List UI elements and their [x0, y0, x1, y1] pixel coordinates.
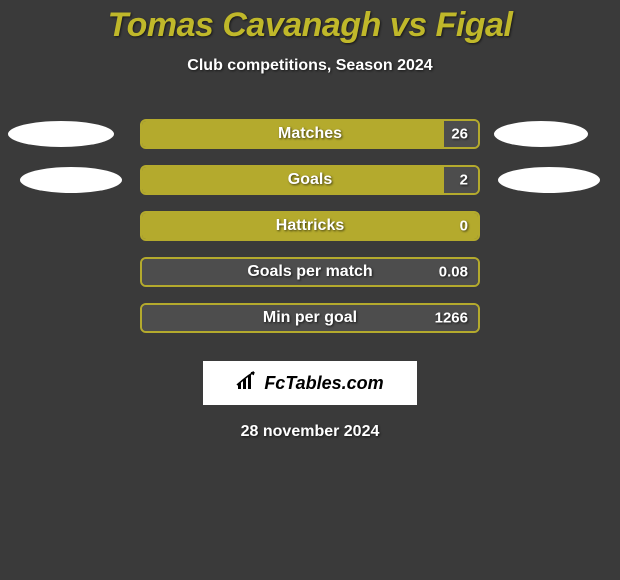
bar-track: Min per goal 1266 [140, 303, 480, 333]
subtitle: Club competitions, Season 2024 [0, 57, 620, 75]
stat-row: Goals per match 0.08 [0, 249, 620, 295]
bar-track: Matches 26 [140, 119, 480, 149]
stat-row: Min per goal 1266 [0, 295, 620, 341]
bar-track: Goals 2 [140, 165, 480, 195]
bar-value-right: 26 [451, 126, 468, 143]
bar-label: Goals [288, 171, 332, 189]
decorative-ellipse [20, 167, 122, 193]
bar-track: Goals per match 0.08 [140, 257, 480, 287]
bar-value-right: 1266 [435, 310, 468, 327]
bar-label: Hattricks [276, 217, 344, 235]
stat-row: Hattricks 0 [0, 203, 620, 249]
date-line: 28 november 2024 [0, 423, 620, 441]
page-title: Tomas Cavanagh vs Figal [0, 0, 620, 45]
bar-value-right: 0 [460, 218, 468, 235]
decorative-ellipse [498, 167, 600, 193]
bar-track: Hattricks 0 [140, 211, 480, 241]
bar-label: Min per goal [263, 309, 357, 327]
bar-value-right: 0.08 [439, 264, 468, 281]
bar-label: Matches [278, 125, 342, 143]
stat-rows: Matches 26 Goals 2 Hattricks 0 Goals per match… [0, 111, 620, 341]
brand-logo-text: FcTables.com [264, 373, 383, 394]
decorative-ellipse [494, 121, 588, 147]
chart-icon [236, 371, 258, 396]
bar-label: Goals per match [247, 263, 372, 281]
decorative-ellipse [8, 121, 114, 147]
bar-value-right: 2 [460, 172, 468, 189]
brand-logo-box: FcTables.com [203, 361, 417, 405]
